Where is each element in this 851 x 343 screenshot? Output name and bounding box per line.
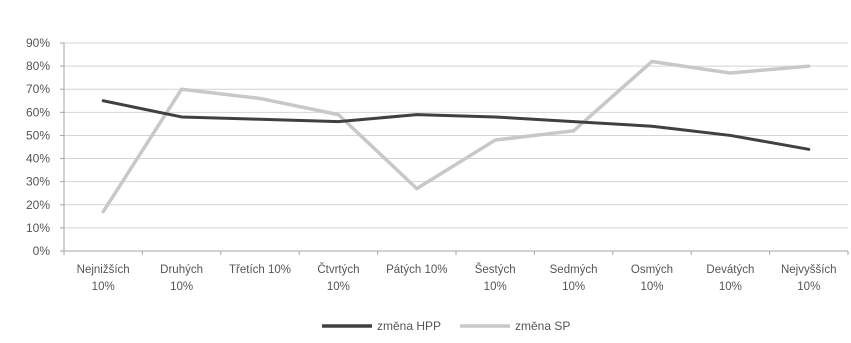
y-tick-label: 40% [26,152,50,166]
x-tick-label: Pátých 10% [386,264,447,276]
x-tick-label: Sedmých 10% [550,264,598,293]
x-tick-label: Šestých 10% [475,263,516,293]
y-tick-label: 90% [26,36,50,50]
x-tick-label: Čtvrtých 10% [317,263,359,293]
y-tick-label: 50% [26,128,50,142]
x-tick-label: Devátých 10% [706,264,754,293]
x-tick-label: Druhých 10% [160,264,203,293]
x-tick-label: Nejvyšších 10% [781,264,837,293]
y-tick-label: 0% [33,244,51,258]
legend: změna HPP změna SP [322,319,570,333]
y-tick-label: 20% [26,198,50,212]
series-line-sp [101,59,811,214]
x-tick-label: Třetích 10% [229,264,291,276]
legend-label: změna HPP [377,319,441,333]
legend-label: změna SP [515,319,570,333]
y-tick-label: 70% [26,82,50,96]
x-axis-tick-labels: Nejnižších 10% Druhých 10% Třetích 10% Čtvrtý… [77,263,837,293]
series-lines [101,59,811,214]
y-axis-tick-labels: 0% 10% 20% 30% 40% 50% 60% 70% 80% 90% [26,36,50,258]
y-tick-label: 10% [26,221,50,235]
x-tick-label: Osmých 10% [631,264,673,293]
y-tick-label: 60% [26,105,50,119]
series-line-hpp [101,99,811,151]
x-tick-label: Nejnižších 10% [77,264,130,293]
y-tick-label: 80% [26,59,50,73]
y-tick-label: 30% [26,175,50,189]
axes [60,42,849,255]
